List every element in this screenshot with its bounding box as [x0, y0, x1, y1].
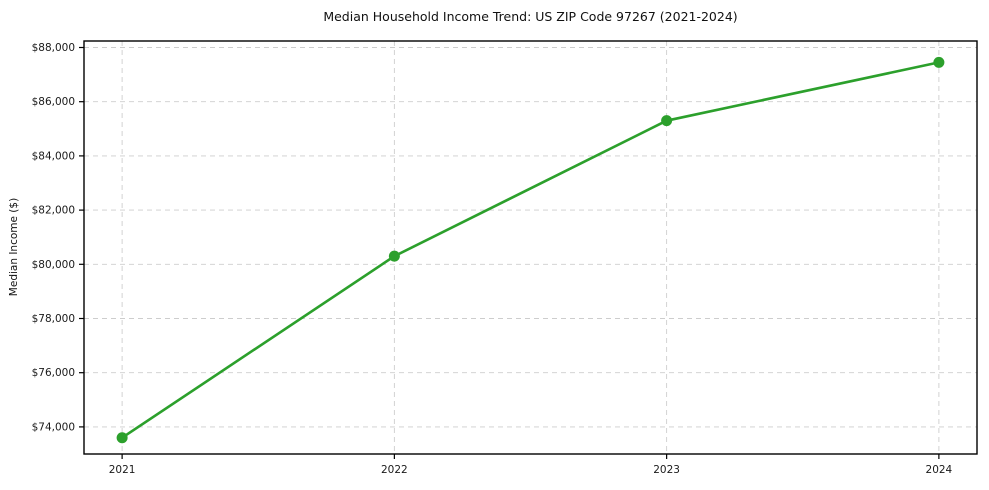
x-tick-label: 2022 — [381, 464, 408, 476]
x-tick-label: 2021 — [109, 464, 136, 476]
plot-border — [83, 40, 978, 455]
data-point-marker — [116, 432, 128, 444]
data-point-marker — [933, 56, 945, 68]
x-tick-label: 2023 — [653, 464, 680, 476]
chart-title: Median Household Income Trend: US ZIP Co… — [323, 9, 738, 24]
data-point-marker — [388, 250, 400, 262]
y-tick-label: $74,000 — [32, 421, 75, 433]
y-tick-label: $78,000 — [32, 313, 75, 325]
x-tick-label: 2024 — [926, 464, 953, 476]
y-tick-label: $86,000 — [32, 96, 75, 108]
y-tick-label: $82,000 — [32, 205, 75, 217]
trend-line — [120, 61, 941, 440]
data-point-marker — [661, 115, 673, 127]
y-tick-label: $76,000 — [32, 367, 75, 379]
y-tick-label: $88,000 — [32, 42, 75, 54]
y-tick-label: $84,000 — [32, 150, 75, 162]
y-tick-label: $80,000 — [32, 259, 75, 271]
